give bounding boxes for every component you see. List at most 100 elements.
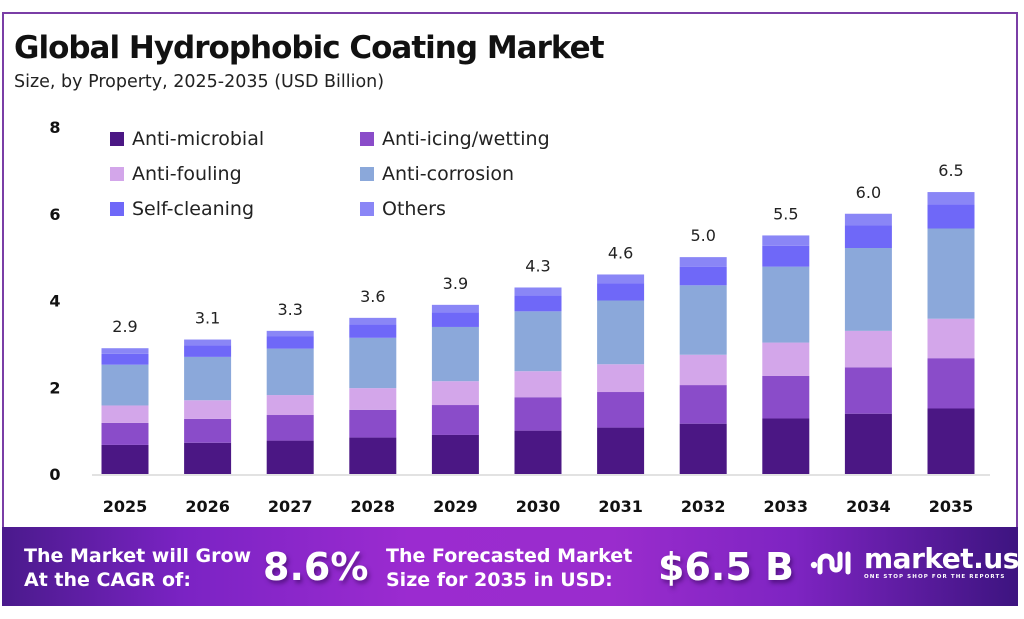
legend-item: Anti-corrosion <box>360 163 514 185</box>
bar-segment-self-cleaning <box>349 324 397 338</box>
bar-segment-self-cleaning <box>184 345 232 357</box>
bar-segment-anti-icing-wetting <box>927 358 975 409</box>
bar-total-label: 3.3 <box>277 300 302 319</box>
bar-segment-anti-microbial <box>844 413 892 474</box>
stacked-bar-chart: 0 2 4 6 8 2.9 2025 3.1 2026 3.3 2027 3.6 2028 3.9 2029… <box>49 118 990 516</box>
logo-tagline: ONE STOP SHOP FOR THE REPORTS <box>864 574 1006 580</box>
cagr-label: The Market will Grow At the CAGR of: <box>24 544 251 592</box>
bar-segment-anti-corrosion <box>679 285 727 355</box>
bar-segment-anti-fouling <box>762 342 810 376</box>
legend-label: Anti-corrosion <box>382 163 515 185</box>
legend-label: Anti-fouling <box>132 163 242 185</box>
x-tick-label: 2032 <box>681 497 726 516</box>
y-tick-label: 2 <box>49 378 60 397</box>
legend-swatch <box>110 202 124 216</box>
bar-total-label: 3.9 <box>443 274 468 293</box>
y-tick-label: 8 <box>49 118 60 137</box>
bar-segment-anti-corrosion <box>266 348 314 396</box>
bar-segment-self-cleaning <box>762 245 810 267</box>
bar-total-label: 3.6 <box>360 287 385 306</box>
bar-segment-anti-microbial <box>184 442 232 474</box>
bar-segment-others <box>597 274 645 284</box>
bar-segment-others <box>762 235 810 246</box>
x-tick-label: 2029 <box>433 497 478 516</box>
bar-total-label: 6.5 <box>938 161 963 180</box>
legend-swatch <box>110 132 124 146</box>
bar-segment-others <box>184 339 232 346</box>
bar-total-label: 4.6 <box>608 243 633 262</box>
cagr-label-line1: The Market will Grow <box>24 545 252 567</box>
legend-item: Anti-fouling <box>110 163 242 185</box>
bar-segment-anti-icing-wetting <box>431 405 479 435</box>
bar-segment-anti-icing-wetting <box>184 418 232 443</box>
y-tick-label: 4 <box>49 292 60 311</box>
legend-item: Self-cleaning <box>110 198 254 220</box>
y-tick-label: 0 <box>49 465 60 484</box>
bar-segment-anti-fouling <box>844 330 892 368</box>
bar-segment-anti-icing-wetting <box>266 415 314 441</box>
bar-segment-anti-microbial <box>101 444 149 474</box>
bar-segment-anti-icing-wetting <box>349 409 397 438</box>
bar-segment-others <box>514 287 562 296</box>
bar-segment-anti-corrosion <box>184 356 232 401</box>
bar-segment-anti-icing-wetting <box>514 397 562 431</box>
market-us-logo: market.us ONE STOP SHOP FOR THE REPORTS <box>810 545 1019 580</box>
bar-segment-self-cleaning <box>514 295 562 312</box>
bar-segment-anti-fouling <box>101 405 149 423</box>
cagr-value: 8.6% <box>263 545 369 589</box>
legend-swatch <box>360 167 374 181</box>
bar-total-label: 5.0 <box>690 226 715 245</box>
bar-segment-anti-icing-wetting <box>844 367 892 414</box>
forecast-label: The Forecasted Market Size for 2035 in U… <box>386 544 632 592</box>
legend-label: Anti-microbial <box>132 128 265 150</box>
logo-name: market.us <box>864 542 1019 575</box>
bar-segment-others <box>101 348 149 354</box>
bar-segment-anti-fouling <box>679 354 727 386</box>
bar-segment-anti-corrosion <box>431 326 479 382</box>
x-tick-label: 2034 <box>846 497 891 516</box>
bar-total-label: 4.3 <box>525 256 550 275</box>
bar-segment-anti-icing-wetting <box>679 385 727 424</box>
legend-label: Self-cleaning <box>132 198 255 220</box>
bar-segment-anti-microbial <box>597 427 645 474</box>
bar-segment-anti-fouling <box>266 395 314 416</box>
bar-segment-anti-microbial <box>679 423 727 474</box>
bar-segment-anti-fouling <box>514 371 562 398</box>
bar-segment-others <box>266 330 314 337</box>
bar-segment-others <box>679 257 727 267</box>
bar-segment-anti-fouling <box>184 400 232 419</box>
bar-segment-anti-corrosion <box>514 311 562 372</box>
forecast-label-line1: The Forecasted Market <box>386 545 633 567</box>
bar-segment-self-cleaning <box>266 336 314 349</box>
bar-segment-self-cleaning <box>844 225 892 249</box>
bar-segment-anti-corrosion <box>844 248 892 331</box>
legend-label: Others <box>382 198 446 220</box>
bar-segment-self-cleaning <box>679 266 727 286</box>
bar-segment-others <box>927 192 975 205</box>
chart-title: Global Hydrophobic Coating Market <box>14 30 605 66</box>
forecast-label-line2: Size for 2035 in USD: <box>386 569 613 591</box>
bar-segment-self-cleaning <box>431 312 479 327</box>
bar-segment-others <box>844 213 892 226</box>
bar-segment-others <box>431 304 479 313</box>
bar-segment-anti-icing-wetting <box>762 375 810 419</box>
legend-item: Others <box>360 198 446 220</box>
x-tick-label: 2033 <box>764 497 809 516</box>
x-tick-label: 2035 <box>929 497 974 516</box>
bar-segment-anti-icing-wetting <box>597 392 645 428</box>
cagr-label-line2: At the CAGR of: <box>24 569 191 591</box>
bar-segment-anti-microbial <box>349 437 397 474</box>
legend-swatch <box>110 167 124 181</box>
legend-label: Anti-icing/wetting <box>382 128 550 150</box>
x-tick-label: 2030 <box>516 497 561 516</box>
bar-segment-self-cleaning <box>597 283 645 301</box>
bar-segment-anti-microbial <box>927 408 975 474</box>
x-tick-label: 2031 <box>598 497 643 516</box>
bar-segment-anti-microbial <box>266 440 314 474</box>
bar-segment-anti-corrosion <box>349 337 397 389</box>
bar-segment-anti-fouling <box>927 318 975 359</box>
bar-segment-anti-corrosion <box>597 300 645 365</box>
bar-total-label: 3.1 <box>195 309 220 328</box>
bar-segment-anti-corrosion <box>927 228 975 319</box>
legend-item: Anti-microbial <box>110 128 264 150</box>
